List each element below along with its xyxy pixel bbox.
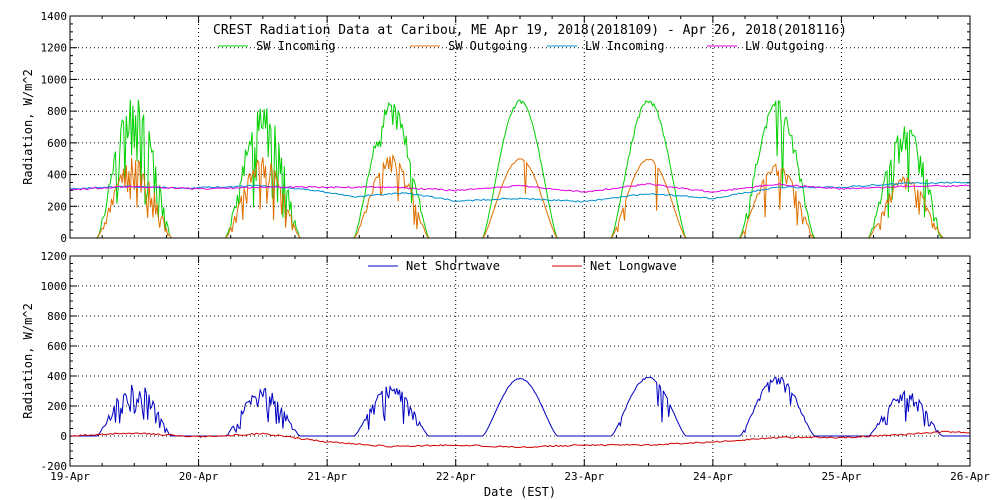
legend-label: SW Incoming	[256, 39, 335, 53]
y-tick-label: 800	[47, 105, 67, 118]
y-tick-label: 1000	[41, 280, 68, 293]
legend-label: Net Shortwave	[406, 259, 500, 273]
legend-label: SW Outgoing	[448, 39, 527, 53]
y-tick-label: 400	[47, 169, 67, 182]
legend-label: LW Incoming	[585, 39, 664, 53]
legend-label: LW Outgoing	[745, 39, 824, 53]
y-tick-label: 1400	[41, 10, 68, 23]
series-line-net-longwave	[69, 430, 971, 449]
y-tick-label: 0	[60, 430, 67, 443]
y-tick-label: -200	[41, 460, 68, 473]
bottom-panel: -200 0 200 400 600 800 1000 1200 19-Apr 20-Apr 21-…	[21, 250, 990, 483]
y-tick-label: 600	[47, 137, 67, 150]
x-tick-label: 21-Apr	[307, 470, 347, 483]
series-line-sw-outgoing	[70, 153, 970, 239]
y-tick-label: 1000	[41, 73, 68, 86]
x-tick-label: 25-Apr	[822, 470, 862, 483]
chart-title: CREST Radiation Data at Caribou, ME Apr …	[213, 23, 847, 38]
series-line-net-shortwave	[70, 376, 970, 437]
x-axis-title: Date (EST)	[484, 485, 556, 499]
series-line-sw-incoming	[70, 99, 970, 239]
x-tick-label: 26-Apr	[950, 470, 990, 483]
y-tick-label: 1200	[41, 250, 68, 263]
y-tick-label: 0	[60, 232, 67, 245]
legend-label: Net Longwave	[590, 259, 677, 273]
y-tick-label: 400	[47, 370, 67, 383]
x-tick-label: 22-Apr	[436, 470, 476, 483]
plot-frame	[69, 255, 971, 467]
series-line-lw-incoming	[69, 181, 971, 203]
y-axis-title: Radiation, W/m^2	[21, 69, 35, 185]
top-panel: 0 200 400 600 800 1000 1200 1400 Radiation, W/m^…	[21, 10, 971, 245]
x-tick-label: 19-Apr	[50, 470, 90, 483]
x-tick-label: 24-Apr	[693, 470, 733, 483]
y-tick-label: 200	[47, 200, 67, 213]
y-tick-label: 1200	[41, 42, 68, 55]
y-tick-label: 600	[47, 340, 67, 353]
plot-frame	[69, 15, 971, 239]
x-tick-label: 23-Apr	[564, 470, 604, 483]
y-tick-label: 200	[47, 400, 67, 413]
x-tick-label: 20-Apr	[179, 470, 219, 483]
y-tick-label: 800	[47, 310, 67, 323]
y-axis-title: Radiation, W/m^2	[21, 303, 35, 419]
series-line-lw-outgoing	[69, 182, 971, 193]
